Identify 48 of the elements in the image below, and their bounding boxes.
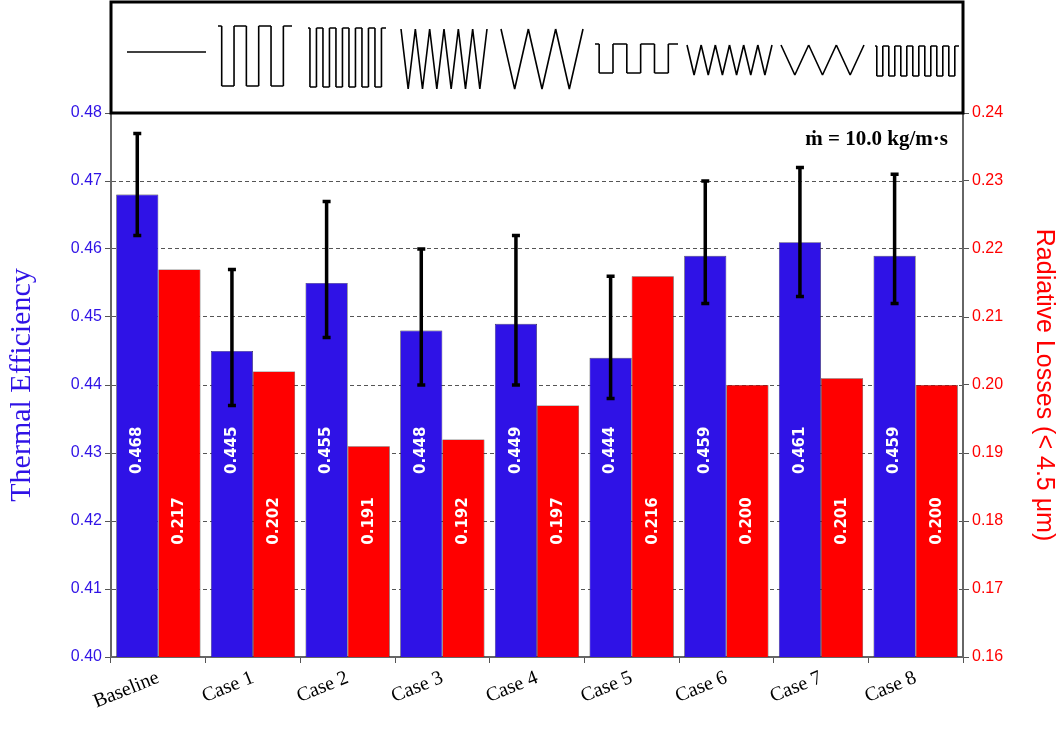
y2-tick-label: 0.21 [972, 307, 1004, 325]
data-label: 0.217 [169, 497, 188, 545]
y2-tick-label: 0.22 [972, 239, 1004, 257]
y2-tick-label: 0.18 [972, 511, 1004, 529]
data-label: 0.449 [505, 426, 524, 475]
y-tick-label: 0.44 [70, 375, 103, 393]
y-tick-label: 0.40 [70, 647, 103, 665]
x-tick-label: Case 7 [766, 665, 825, 706]
y-tick-label: 0.46 [70, 239, 103, 257]
y-tick-label: 0.47 [70, 171, 103, 189]
data-label: 0.216 [642, 497, 661, 545]
y-tick-label: 0.45 [70, 307, 103, 325]
data-label: 0.192 [453, 497, 472, 545]
x-tick-label: Case 8 [860, 665, 920, 706]
x-tick-label: Case 5 [576, 665, 636, 706]
y2-tick-label: 0.24 [972, 103, 1004, 121]
data-label: 0.459 [884, 426, 903, 475]
y2-tick-label: 0.20 [972, 375, 1004, 393]
data-label: 0.200 [737, 497, 756, 545]
y2-tick-label: 0.19 [972, 443, 1004, 461]
data-label: 0.468 [127, 426, 146, 475]
data-label: 0.455 [316, 426, 335, 475]
y2-tick-label: 0.16 [972, 647, 1004, 665]
y2-tick-label: 0.17 [972, 579, 1004, 597]
data-label: 0.444 [600, 426, 619, 475]
x-tick-label: Case 6 [671, 665, 730, 706]
x-tick-label: Case 3 [387, 665, 446, 706]
data-label: 0.202 [263, 497, 282, 545]
data-label: 0.459 [695, 426, 714, 475]
data-label: 0.201 [831, 497, 850, 545]
y-tick-label: 0.48 [70, 103, 103, 121]
y-tick-label: 0.43 [70, 443, 103, 461]
y-axis-title: Thermal Efficiency [2, 268, 36, 502]
data-label: 0.448 [411, 426, 430, 475]
y-tick-label: 0.42 [70, 511, 103, 529]
x-tick-label: Baseline [89, 665, 162, 712]
x-tick-label: Case 1 [198, 665, 257, 706]
data-label: 0.197 [547, 497, 566, 545]
data-label: 0.200 [926, 497, 945, 545]
data-label: 0.445 [221, 426, 240, 475]
data-label: 0.461 [789, 426, 808, 475]
y2-axis-title: Radiative Losses (< 4.5 μm) [1032, 228, 1061, 542]
data-label: 0.191 [358, 497, 377, 545]
x-tick-label: Case 4 [482, 665, 541, 706]
y-tick-label: 0.41 [70, 579, 103, 597]
y2-tick-label: 0.23 [972, 171, 1004, 189]
x-tick-label: Case 2 [292, 665, 352, 706]
annotation: ṁ = 10.0 kg/m·s [805, 126, 948, 151]
